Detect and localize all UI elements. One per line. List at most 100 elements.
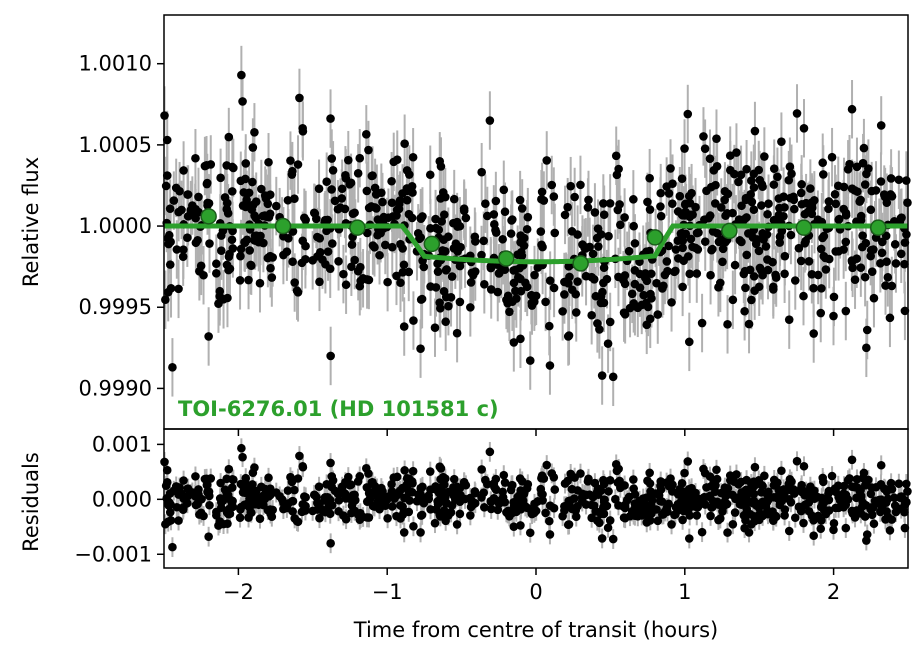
flux-point (876, 259, 885, 268)
flux-point (509, 338, 519, 347)
flux-point (361, 130, 371, 139)
residual-point (271, 488, 281, 497)
flux-point (362, 186, 372, 196)
residual-point (367, 488, 376, 497)
flux-point (347, 262, 356, 272)
residuals-y-tick-label: −0.001 (74, 542, 152, 566)
flux-point (656, 211, 666, 221)
residual-point (402, 474, 412, 483)
flux-point (202, 179, 212, 189)
residual-point (819, 477, 828, 487)
flux-point (560, 210, 570, 220)
flux-point (371, 190, 381, 199)
flux-point (191, 153, 200, 163)
residual-point (818, 499, 827, 508)
flux-point (585, 242, 594, 252)
flux-point (691, 243, 700, 253)
residual-point (567, 504, 577, 514)
flux-point (630, 265, 640, 275)
residual-point (573, 486, 582, 495)
flux-point (224, 252, 234, 262)
residual-point (620, 513, 630, 523)
residual-point (753, 499, 762, 509)
flux-point (684, 337, 694, 347)
flux-point (809, 283, 818, 293)
flux-point (667, 298, 676, 307)
residual-point (200, 474, 210, 484)
residual-point (516, 521, 525, 530)
transit-panel: 0.9990 0.9995 1.0000 1.0005 1.0010 TOI-6276.… (19, 14, 912, 430)
flux-point (396, 239, 405, 249)
flux-point (560, 290, 569, 299)
residual-point (799, 518, 808, 528)
residual-point (699, 464, 708, 474)
flux-point (341, 174, 351, 183)
flux-point (847, 104, 857, 114)
flux-point (864, 164, 873, 173)
residual-point (168, 542, 177, 552)
transit-y-tick-label: 0.9990 (79, 376, 152, 400)
flux-point (193, 235, 202, 245)
flux-point (700, 144, 710, 153)
flux-point (620, 213, 629, 222)
flux-point (866, 205, 876, 215)
residual-point (453, 492, 462, 502)
residual-point (295, 451, 304, 461)
flux-point (887, 281, 897, 291)
residual-point (244, 513, 253, 522)
residual-point (486, 504, 496, 514)
flux-point (416, 214, 426, 224)
flux-point (438, 246, 447, 255)
flux-point (594, 242, 603, 251)
flux-point (764, 199, 773, 209)
flux-point (161, 295, 170, 304)
residual-point (530, 508, 539, 518)
flux-point (288, 227, 298, 236)
residual-point (763, 506, 772, 515)
flux-point (881, 231, 891, 241)
flux-point (856, 195, 865, 205)
flux-point (370, 183, 380, 193)
residual-point (292, 516, 302, 526)
residual-point (539, 474, 549, 483)
flux-point (753, 235, 762, 244)
residual-point (525, 528, 535, 538)
residual-point (481, 475, 490, 485)
flux-point (373, 230, 382, 240)
flux-point (869, 293, 879, 303)
flux-point (756, 266, 766, 275)
residual-point (162, 465, 172, 475)
residual-point (171, 482, 181, 491)
residual-point (416, 490, 426, 500)
residual-point (404, 488, 414, 497)
flux-point (777, 226, 787, 236)
flux-point (216, 173, 225, 183)
flux-point (900, 306, 910, 316)
flux-point (763, 209, 772, 219)
residuals-panel: −0.001 0.000 0.001 −2 −1 0 1 2 Residuals Time … (19, 428, 912, 642)
flux-point (881, 281, 890, 290)
flux-point (807, 269, 817, 279)
flux-point (438, 188, 448, 197)
flux-point (326, 351, 335, 361)
residual-point (486, 496, 496, 506)
residual-point (493, 505, 503, 515)
flux-point (775, 203, 784, 213)
flux-point (588, 249, 598, 259)
residual-point (348, 490, 358, 500)
residual-point (298, 500, 308, 509)
flux-point (341, 280, 351, 290)
residual-point (805, 489, 814, 499)
flux-point (398, 267, 408, 277)
flux-point (890, 240, 900, 249)
flux-point (177, 205, 186, 215)
flux-point (730, 260, 740, 270)
residual-point (829, 518, 839, 528)
flux-point (799, 291, 808, 301)
flux-point (831, 199, 841, 209)
flux-point (336, 203, 345, 212)
flux-point (737, 237, 746, 247)
flux-point (799, 123, 809, 133)
residual-point (174, 516, 183, 525)
residual-point (570, 473, 579, 482)
